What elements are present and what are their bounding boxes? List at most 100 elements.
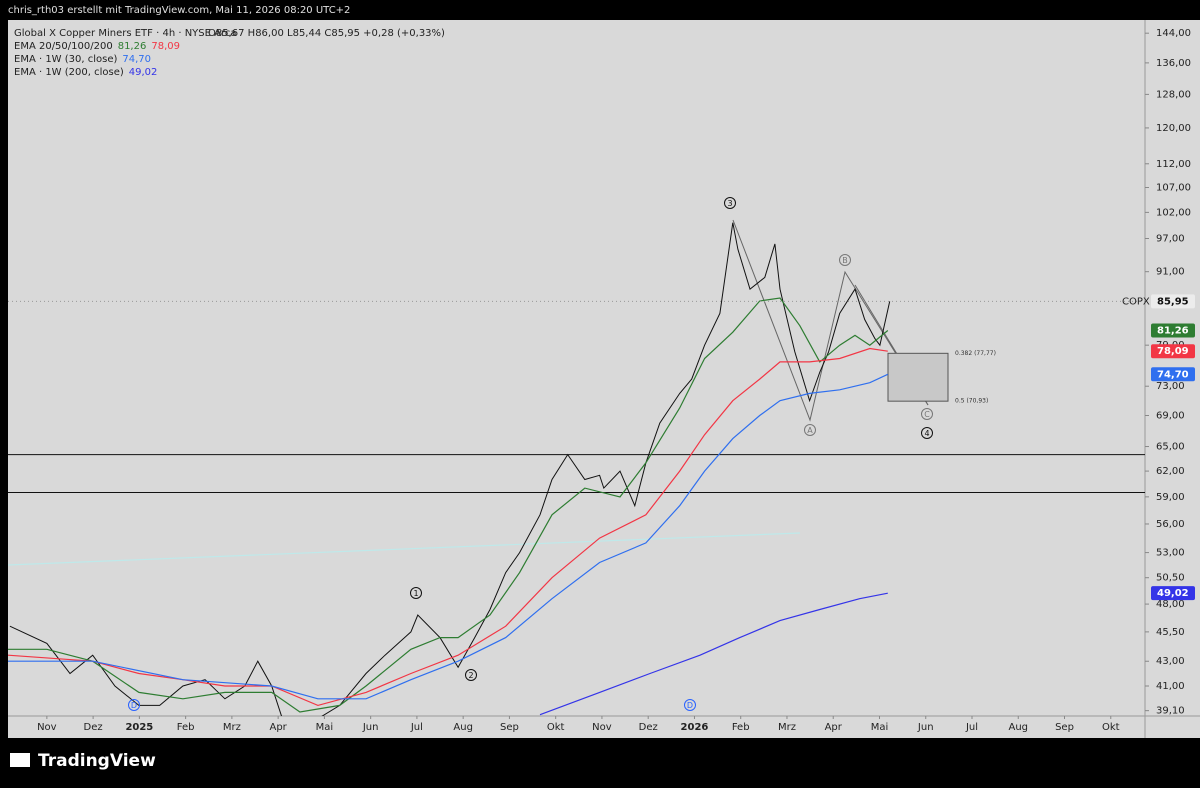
legend-item: EMA · 1W (30, close) (14, 54, 117, 65)
y-tick-label: 59,00 (1156, 492, 1185, 503)
wave-marker (921, 408, 933, 420)
y-tick-label: 45,50 (1156, 627, 1185, 638)
y-tick-label: 39,10 (1156, 706, 1185, 717)
plot-area (8, 20, 1145, 716)
x-tick-label: 2026 (681, 722, 709, 733)
series-line (8, 347, 888, 707)
wave-label: C (924, 410, 930, 419)
x-tick-label: Jun (917, 722, 934, 733)
y-tick-label: 43,00 (1156, 656, 1185, 667)
x-tick-label: Sep (1055, 722, 1074, 733)
plot (8, 219, 1145, 716)
wave-marker (410, 587, 422, 599)
y-tick-label: 48,00 (1156, 599, 1185, 610)
x-tick-label: Sep (500, 722, 519, 733)
x-tick-label: Dez (639, 722, 658, 733)
wave-label: A (807, 426, 813, 435)
legend-ohlc: O85,67 H86,00 L85,44 C85,95 +0,28 (+0,33… (208, 28, 445, 39)
y-tick-label: 50,50 (1156, 573, 1185, 584)
wave-label: 3 (727, 199, 732, 208)
series-line (8, 297, 889, 713)
legend-item: 74,70 (122, 54, 151, 65)
x-tick-label: Nov (37, 722, 57, 733)
y-tick-label: 136,00 (1156, 58, 1191, 69)
series-name: COPX (1122, 296, 1150, 307)
fib-label: 0.5 (70,93) (955, 398, 988, 405)
y-tick-label: 53,00 (1156, 548, 1185, 559)
series-line (539, 592, 888, 716)
y-tick-label: 144,00 (1156, 28, 1191, 39)
price-badge-label: 49,02 (1157, 588, 1189, 599)
wave-marker (128, 699, 140, 711)
overlay: 144,00 136,00 128,00 120,00 112,00 107,00 102,… (8, 28, 1195, 733)
legend-item: 78,09 (151, 41, 180, 52)
wave-marker (921, 427, 933, 439)
trendline (8, 532, 801, 566)
x-tick-label: Okt (1102, 722, 1120, 733)
price-badge-label: 74,70 (1157, 369, 1189, 380)
x-tick-label: Aug (453, 722, 473, 733)
x-tick-label: Jun (362, 722, 379, 733)
x-tick-label: Mrz (223, 722, 241, 733)
y-tick-label: 97,00 (1156, 234, 1185, 245)
y-tick-label: 56,00 (1156, 519, 1185, 530)
x-tick-label: Dez (84, 722, 103, 733)
x-tick-label: Apr (269, 722, 287, 733)
x-tick-label: 2025 (125, 722, 153, 733)
x-tick-label: Jul (965, 722, 978, 733)
y-tick-label: 91,00 (1156, 267, 1185, 278)
legend-title: Global X Copper Miners ETF · 4h · NYSE A… (14, 28, 237, 39)
price-badge-label: 78,09 (1157, 346, 1189, 357)
y-tick-label: 65,00 (1156, 442, 1185, 453)
x-axis-area (8, 716, 1200, 738)
price-badge-label: 85,95 (1157, 296, 1189, 307)
wave-marker (804, 424, 816, 436)
x-tick-label: Feb (732, 722, 750, 733)
fib-label: 0.382 (77,77) (955, 350, 996, 357)
y-tick-label: 62,00 (1156, 466, 1185, 477)
price-badge (1151, 367, 1195, 382)
wave-label: 2 (468, 671, 473, 680)
y-tick-label: 73,00 (1156, 381, 1185, 392)
x-tick-label: Apr (825, 722, 843, 733)
x-tick-label: Okt (547, 722, 565, 733)
legend-item: EMA 20/50/100/200 (14, 41, 113, 52)
x-tick-label: Mai (871, 722, 889, 733)
header-text: chris_rth03 erstellt mit TradingView.com… (8, 5, 350, 16)
series-line (8, 373, 889, 700)
legend-item: 81,26 (118, 41, 147, 52)
wave-marker (684, 699, 696, 711)
wave-label: 4 (924, 429, 929, 438)
y-tick-label: 120,00 (1156, 123, 1191, 134)
wave-label: D (687, 701, 693, 710)
footer-brand: TradingView (38, 751, 156, 771)
y-tick-label: 107,00 (1156, 183, 1191, 194)
x-tick-label: Feb (177, 722, 195, 733)
price-badge (1151, 586, 1195, 601)
x-tick-label: Jul (410, 722, 423, 733)
series-line (9, 222, 891, 716)
price-badge (1151, 294, 1195, 309)
wave-marker (724, 197, 736, 209)
x-tick-label: Aug (1008, 722, 1028, 733)
price-badge (1151, 323, 1195, 338)
legend-item: 49,02 (129, 67, 158, 78)
price-badge (1151, 344, 1195, 359)
wave-label: B (842, 256, 848, 265)
wave-marker (839, 254, 851, 266)
x-tick-label: Mai (316, 722, 334, 733)
wave-label: 1 (413, 589, 418, 598)
y-tick-label: 128,00 (1156, 89, 1191, 100)
wave-marker (465, 669, 477, 681)
wave-label: D (131, 701, 137, 710)
y-tick-label: 41,00 (1156, 681, 1185, 692)
y-tick-label: 102,00 (1156, 207, 1191, 218)
x-tick-label: Mrz (778, 722, 796, 733)
legend-item: EMA · 1W (200, close) (14, 67, 124, 78)
wave-line (732, 219, 929, 422)
y-tick-label: 112,00 (1156, 159, 1191, 170)
y-tick-label: 69,00 (1156, 410, 1185, 421)
logo-mark (10, 753, 30, 767)
